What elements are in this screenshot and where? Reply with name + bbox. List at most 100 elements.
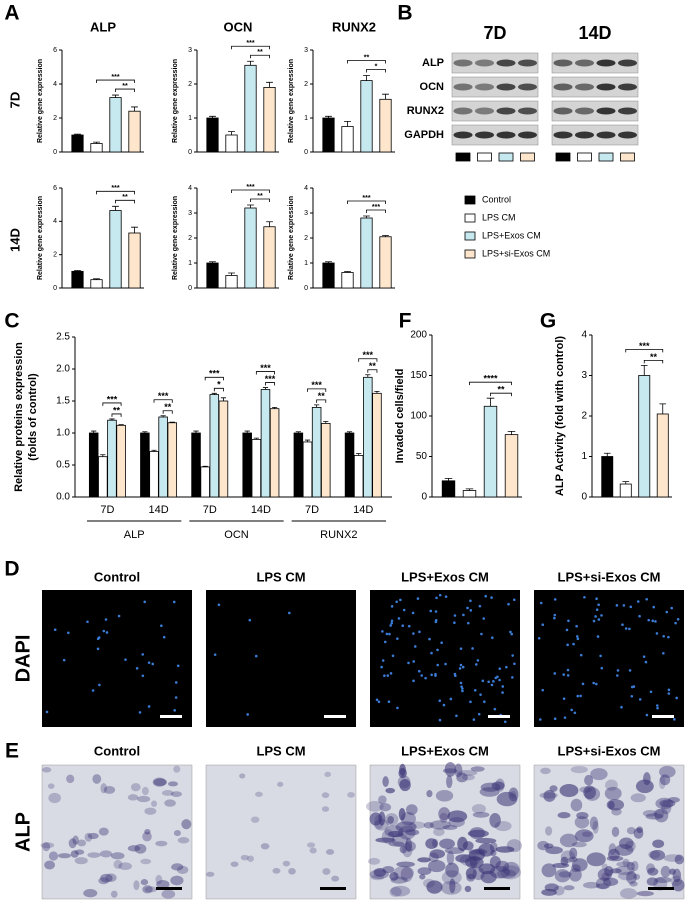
stain: [177, 837, 190, 844]
stain: [456, 772, 468, 783]
panel-letter: A: [4, 2, 19, 25]
nucleus: [62, 658, 66, 662]
y-tick-label: 2: [304, 81, 308, 88]
stain: [151, 800, 158, 807]
nucleus: [665, 610, 669, 614]
nucleus: [386, 674, 390, 677]
nucleus: [482, 617, 486, 620]
stain: [137, 795, 151, 803]
stain: [309, 847, 317, 854]
y-axis-label: ALP Activity (fold with control): [554, 336, 566, 496]
stain: [105, 873, 117, 882]
nucleus: [381, 630, 384, 633]
significance-label: *: [375, 63, 378, 70]
stain: [152, 777, 167, 787]
nucleus: [160, 624, 163, 628]
nucleus: [385, 632, 389, 636]
blot-band: [575, 131, 594, 139]
scale-bar: [320, 887, 346, 890]
stain: [370, 874, 385, 881]
blot-band: [553, 131, 573, 139]
legend-swatch: [464, 195, 476, 205]
blot-time-label: 7D: [483, 23, 506, 43]
chart-title: RUNX2: [332, 19, 376, 34]
bar: [244, 64, 257, 153]
error-bar: [465, 488, 474, 491]
nucleus: [411, 611, 415, 615]
stain: [672, 878, 685, 892]
stain: [398, 807, 406, 821]
nucleus: [505, 665, 508, 669]
stain: [659, 774, 671, 786]
error-bar: [444, 477, 453, 481]
blot-band: [475, 83, 494, 91]
error-bar: [382, 93, 389, 100]
stain: [558, 871, 572, 878]
error-bar: [659, 403, 667, 414]
stain: [140, 858, 152, 865]
stain: [141, 786, 149, 796]
stain: [176, 865, 189, 874]
stain: [654, 876, 672, 883]
blot-band: [518, 83, 537, 91]
stain: [399, 779, 411, 792]
stain: [648, 850, 661, 859]
bar: [90, 279, 103, 289]
blot-band: [596, 107, 616, 115]
bar: [206, 117, 219, 153]
nucleus: [147, 661, 151, 664]
nucleus: [460, 685, 463, 688]
nucleus: [583, 595, 586, 599]
legend-swatch: [464, 213, 476, 223]
nucleus: [576, 637, 580, 641]
nucleus: [656, 706, 659, 710]
significance-bracket: [96, 79, 135, 84]
significance-label: ***: [260, 363, 271, 373]
nucleus: [412, 660, 416, 663]
y-axis-label: (folds of control): [27, 373, 39, 461]
bar: [379, 98, 392, 153]
stain: [611, 826, 620, 837]
blot-band: [618, 59, 637, 67]
stain: [508, 787, 519, 802]
nucleus: [662, 651, 665, 655]
stain: [440, 881, 462, 895]
stain: [607, 848, 620, 861]
stain: [557, 812, 571, 819]
stain: [402, 842, 413, 858]
y-tick-label: 1: [188, 115, 192, 122]
stain: [584, 787, 601, 801]
y-tick-label: 3: [304, 47, 308, 54]
error-bar: [253, 437, 259, 440]
stain: [457, 836, 468, 851]
nucleus: [407, 624, 411, 628]
stain: [40, 842, 55, 849]
significance-bracket: [366, 69, 386, 73]
nucleus: [573, 711, 577, 715]
stain: [324, 771, 332, 778]
x-tick-label: 7D: [100, 504, 114, 516]
nucleus: [217, 603, 221, 607]
significance-label: *: [217, 380, 221, 390]
bar: [341, 126, 354, 153]
image-title: LPS+si-Exos CM: [558, 743, 661, 758]
nucleus: [478, 604, 482, 608]
scale-bar: [160, 715, 182, 718]
alp-image: [41, 764, 193, 900]
stain: [604, 786, 622, 801]
nucleus: [476, 659, 480, 662]
stain: [569, 847, 578, 860]
nucleus: [413, 645, 417, 648]
y-tick-label: 0: [581, 492, 587, 503]
stain: [595, 883, 609, 889]
stain: [636, 826, 643, 834]
nucleus: [162, 635, 166, 639]
blot-band: [518, 59, 537, 67]
significance-label: **: [164, 402, 172, 412]
y-tick-label: 50: [416, 451, 428, 462]
y-tick-label: 2: [53, 115, 57, 122]
panel-letter: E: [5, 740, 19, 763]
stain: [543, 790, 556, 802]
error-bar: [93, 278, 100, 280]
stain: [387, 830, 404, 838]
